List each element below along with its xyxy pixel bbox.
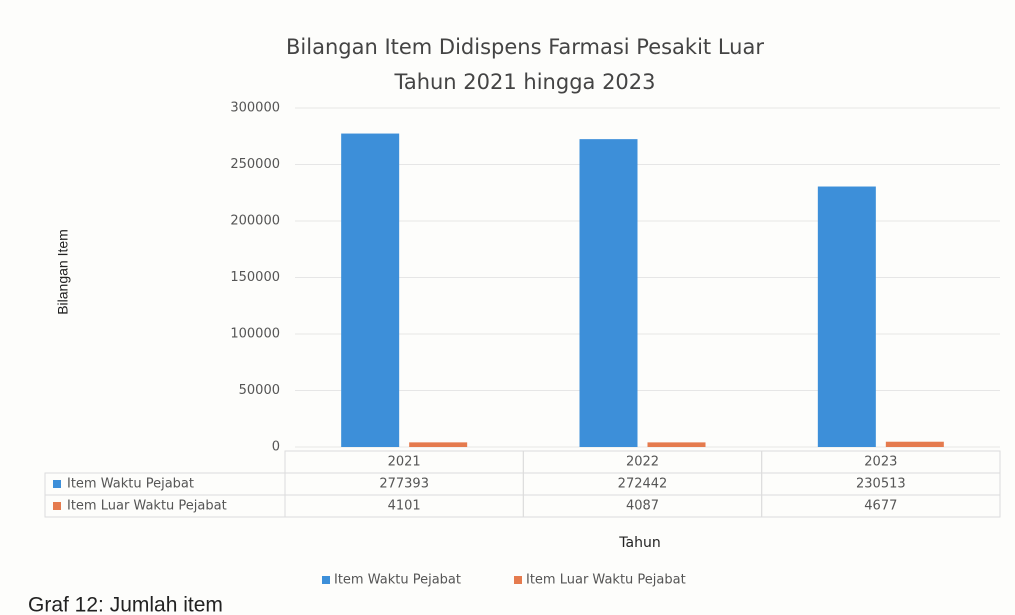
table-series-name: Item Luar Waktu Pejabat	[67, 499, 227, 514]
bar	[579, 139, 638, 447]
table-cell	[44, 494, 286, 518]
table-value: 277393	[379, 477, 429, 492]
y-axis-label: Bilangan Item	[55, 229, 71, 315]
table-cell	[761, 494, 1001, 518]
table-value: 4101	[388, 499, 421, 514]
chart-title: Bilangan Item Didispens Farmasi Pesakit …	[286, 35, 764, 59]
y-tick-label: 50000	[239, 383, 280, 398]
table-legend-key	[53, 480, 61, 488]
bar	[885, 441, 944, 447]
table-value: 272442	[618, 477, 668, 492]
legend-label: Item Waktu Pejabat	[334, 573, 461, 588]
table-value: 230513	[856, 477, 906, 492]
bar	[647, 442, 706, 447]
y-tick-label: 250000	[230, 157, 280, 172]
table-value: 4677	[864, 499, 897, 514]
bar	[409, 442, 468, 447]
y-tick-label: 0	[272, 440, 280, 455]
y-tick-label: 200000	[230, 214, 280, 229]
table-value: 4087	[626, 499, 659, 514]
table-series-name: Item Waktu Pejabat	[67, 477, 194, 492]
x-tick-label: 2021	[388, 455, 421, 470]
legend-key	[514, 576, 522, 584]
y-tick-label: 150000	[230, 270, 280, 285]
chart-title: Tahun 2021 hingga 2023	[393, 70, 655, 94]
legend-key	[322, 576, 330, 584]
legend-label: Item Luar Waktu Pejabat	[526, 573, 686, 588]
x-tick-label: 2023	[864, 455, 897, 470]
table-legend-key	[53, 502, 61, 510]
y-tick-label: 300000	[230, 101, 280, 116]
bar	[341, 133, 400, 448]
x-axis-label: Tahun	[618, 535, 660, 551]
caption: Graf 12: Jumlah item	[28, 594, 223, 615]
y-tick-label: 100000	[230, 327, 280, 342]
bar	[817, 186, 876, 447]
x-tick-label: 2022	[626, 455, 659, 470]
